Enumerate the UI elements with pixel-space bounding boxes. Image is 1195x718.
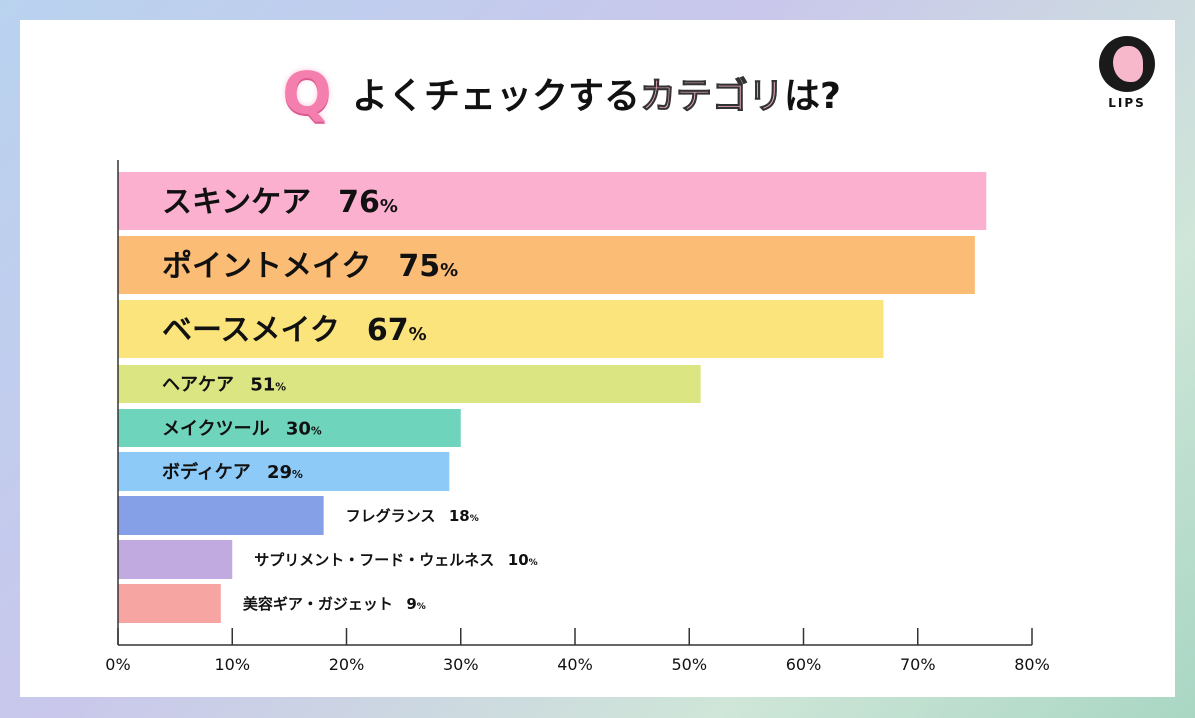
- bar: [118, 496, 324, 535]
- logo-icon: [1099, 36, 1155, 92]
- bar-label: ボディケア 29%: [162, 461, 303, 483]
- x-tick-label: 80%: [1014, 655, 1050, 674]
- bar-label: ポイントメイク 75%: [162, 249, 458, 284]
- bar: [118, 172, 987, 230]
- x-tick-label: 70%: [900, 655, 936, 674]
- title-text: よくチェックする: [352, 76, 641, 117]
- bar-label: サプリメント・フード・ウェルネス 10%: [254, 551, 537, 569]
- bar: [118, 300, 884, 358]
- x-tick-label: 0%: [105, 655, 130, 674]
- bar: [118, 452, 450, 491]
- bar-label: メイクツール 30%: [162, 418, 322, 439]
- bar-label: ヘアケア 51%: [162, 374, 286, 395]
- bar: [118, 540, 233, 579]
- title-highlight: カテゴリ: [640, 76, 785, 118]
- chart-title: Q よくチェックするカテゴリは?: [280, 58, 841, 128]
- logo-text: LIPS: [1108, 96, 1146, 110]
- title-end: は?: [784, 76, 841, 117]
- lips-logo: LIPS: [1097, 36, 1157, 110]
- bar: [118, 584, 221, 623]
- x-tick-label: 30%: [443, 655, 479, 674]
- x-tick-label: 50%: [671, 655, 707, 674]
- x-tick-label: 20%: [329, 655, 365, 674]
- x-tick-label: 10%: [214, 655, 250, 674]
- x-tick-label: 60%: [786, 655, 822, 674]
- bar: [118, 409, 461, 447]
- bar: [118, 365, 701, 403]
- bar-label: フレグランス 18%: [346, 507, 479, 525]
- bar-label: スキンケア 76%: [162, 185, 398, 220]
- q-icon: Q: [282, 59, 332, 127]
- bar-label: 美容ギア・ガジェット 9%: [243, 595, 426, 613]
- bar: [118, 236, 975, 294]
- x-tick-label: 40%: [557, 655, 593, 674]
- bar-label: ベースメイク 67%: [162, 313, 427, 348]
